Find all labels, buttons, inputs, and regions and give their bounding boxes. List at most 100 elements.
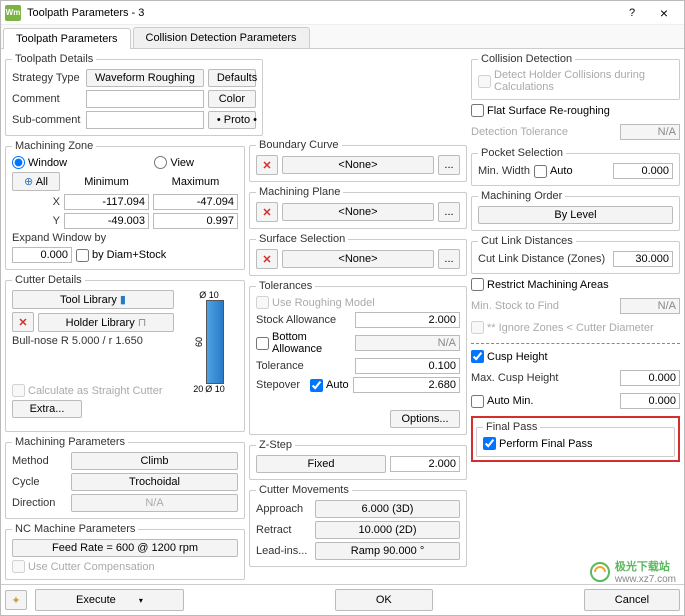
det-tol-input: N/A: [620, 124, 680, 140]
zstep-input[interactable]: 2.000: [390, 456, 460, 472]
zs-legend: Z-Step: [256, 439, 295, 451]
x-icon: ✕: [262, 206, 271, 219]
cutter-movements: Cutter Movements Approach6.000 (3D) Retr…: [249, 484, 467, 567]
execute-button[interactable]: Execute ▾: [35, 589, 184, 611]
app-icon: Wm: [5, 5, 21, 21]
direction-label: Direction: [12, 497, 67, 509]
all-button[interactable]: ⊕ All: [12, 172, 60, 191]
stepover-auto-checkbox[interactable]: Auto: [310, 379, 349, 392]
strategy-button[interactable]: Waveform Roughing: [86, 69, 204, 87]
max-header: Maximum: [153, 176, 238, 188]
surface-selection: Surface Selection ✕ <None> ...: [249, 233, 467, 276]
ss-delete-button[interactable]: ✕: [256, 249, 278, 269]
ok-button[interactable]: OK: [335, 589, 433, 611]
delete-tool-button[interactable]: ✕: [12, 312, 34, 332]
close-button[interactable]: ×: [648, 1, 680, 25]
direction-button[interactable]: N/A: [71, 494, 238, 512]
ss-value-button[interactable]: <None>: [282, 250, 434, 268]
method-label: Method: [12, 455, 67, 467]
footer: ✦ Execute ▾ OK Cancel 极光下载站 www.xz7.com: [1, 584, 684, 615]
min-width-input[interactable]: 0.000: [613, 163, 673, 179]
automin-input[interactable]: 0.000: [620, 393, 680, 409]
y-min-input[interactable]: -49.003: [64, 213, 149, 229]
window-title: Toolpath Parameters - 3: [27, 7, 616, 19]
y-label: Y: [12, 215, 60, 227]
pocket-auto-checkbox[interactable]: Auto: [534, 165, 573, 178]
machining-order: Machining Order By Level: [471, 190, 680, 231]
cut-link-distances: Cut Link Distances Cut Link Distance (Zo…: [471, 235, 680, 274]
tool-library-button[interactable]: Tool Library ▮: [12, 290, 174, 309]
final-pass: Final Pass Perform Final Pass: [476, 421, 675, 457]
expand-label: Expand Window by: [12, 232, 106, 244]
diam-stock-checkbox[interactable]: by Diam+Stock: [76, 249, 166, 262]
cm-legend: Cutter Movements: [256, 484, 352, 496]
cusp-height-checkbox[interactable]: Cusp Height: [471, 350, 548, 363]
extra-button[interactable]: Extra...: [12, 400, 82, 418]
cutter-comp-checkbox[interactable]: Use Cutter Compensation: [12, 560, 155, 573]
watermark: 极光下载站 www.xz7.com: [589, 558, 676, 585]
tab-collision-params[interactable]: Collision Detection Parameters: [133, 27, 310, 48]
zstep-mode-button[interactable]: Fixed: [256, 455, 386, 473]
tol-input[interactable]: 0.100: [355, 358, 460, 374]
max-cusp-label: Max. Cusp Height: [471, 372, 616, 384]
retract-button[interactable]: 10.000 (2D): [315, 521, 460, 539]
machining-params: Machining Parameters MethodClimb CycleTr…: [5, 436, 245, 519]
holder-icon: ⊓: [138, 317, 147, 329]
bc-more-button[interactable]: ...: [438, 155, 460, 175]
options-button[interactable]: Options...: [390, 410, 460, 428]
cycle-button[interactable]: Trochoidal: [71, 473, 238, 491]
tab-toolpath-params[interactable]: Toolpath Parameters: [3, 28, 131, 49]
holder-library-button[interactable]: Holder Library ⊓: [38, 313, 174, 332]
method-button[interactable]: Climb: [71, 452, 238, 470]
bc-delete-button[interactable]: ✕: [256, 155, 278, 175]
window-radio[interactable]: Window: [12, 156, 67, 169]
ps-legend: Pocket Selection: [478, 147, 566, 159]
comment-input[interactable]: [86, 90, 204, 108]
leadin-button[interactable]: Ramp 90.000 °: [315, 542, 460, 560]
use-rough-checkbox[interactable]: Use Roughing Model: [256, 296, 375, 309]
leadin-label: Lead-ins...: [256, 545, 311, 557]
cl-legend: Cut Link Distances: [478, 235, 576, 247]
subcomment-input[interactable]: [86, 111, 204, 129]
strategy-label: Strategy Type: [12, 72, 82, 84]
bc-value-button[interactable]: <None>: [282, 156, 434, 174]
expand-input[interactable]: 0.000: [12, 247, 72, 263]
feed-rate-button[interactable]: Feed Rate = 600 @ 1200 rpm: [12, 539, 238, 557]
ss-more-button[interactable]: ...: [438, 249, 460, 269]
mp-more-button[interactable]: ...: [438, 202, 460, 222]
stock-input[interactable]: 2.000: [355, 312, 460, 328]
pocket-selection: Pocket Selection Min. WidthAuto0.000: [471, 147, 680, 186]
min-stock-label: Min. Stock to Find: [471, 300, 616, 312]
automin-checkbox[interactable]: Auto Min.: [471, 395, 533, 408]
mp2-legend: Machining Plane: [256, 186, 343, 198]
mp-delete-button[interactable]: ✕: [256, 202, 278, 222]
order-button[interactable]: By Level: [478, 206, 673, 224]
help-button[interactable]: ?: [616, 1, 648, 25]
toolpath-details-legend: Toolpath Details: [12, 53, 96, 65]
detect-holder-checkbox[interactable]: Detect Holder Collisions during Calculat…: [478, 69, 673, 93]
bottom-input: N/A: [355, 335, 460, 351]
mp-value-button[interactable]: <None>: [282, 203, 434, 221]
bottom-allow-checkbox[interactable]: Bottom Allowance: [256, 331, 351, 355]
mz-legend: Machining Zone: [12, 140, 96, 152]
cycle-label: Cycle: [12, 476, 67, 488]
approach-button[interactable]: 6.000 (3D): [315, 500, 460, 518]
tolerances: Tolerances Use Roughing Model Stock Allo…: [249, 280, 467, 435]
x-min-input[interactable]: -117.094: [64, 194, 149, 210]
footer-icon-button[interactable]: ✦: [5, 590, 27, 610]
x-label: X: [12, 196, 60, 208]
perform-final-checkbox[interactable]: Perform Final Pass: [483, 437, 593, 450]
x-max-input[interactable]: -47.094: [153, 194, 238, 210]
stepover-input[interactable]: 2.680: [353, 377, 460, 393]
view-radio[interactable]: View: [154, 156, 194, 169]
fp-legend: Final Pass: [483, 421, 540, 433]
cutter-desc: Bull-nose R 5.000 / r 1.650: [12, 335, 143, 347]
straight-cutter-checkbox[interactable]: Calculate as Straight Cutter: [12, 384, 163, 397]
y-max-input[interactable]: 0.997: [153, 213, 238, 229]
cl-input[interactable]: 30.000: [613, 251, 673, 267]
ignore-zones-checkbox[interactable]: ** Ignore Zones < Cutter Diameter: [471, 321, 654, 334]
cancel-button[interactable]: Cancel: [584, 589, 680, 611]
flat-surface-checkbox[interactable]: Flat Surface Re-roughing: [471, 104, 610, 117]
max-cusp-input[interactable]: 0.000: [620, 370, 680, 386]
restrict-checkbox[interactable]: Restrict Machining Areas: [471, 278, 609, 291]
